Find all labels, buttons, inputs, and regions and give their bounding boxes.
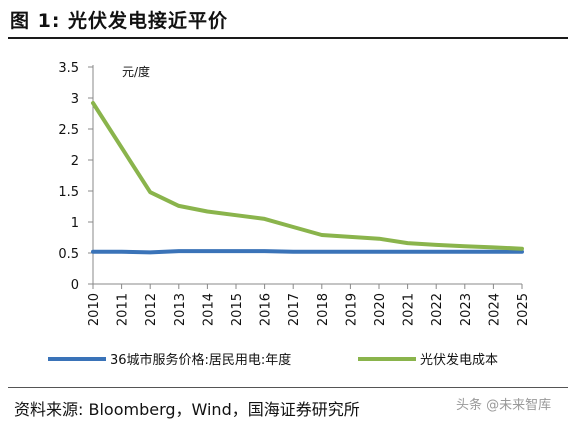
y-tick-label: 1.5 xyxy=(58,185,79,200)
chart-legend: 36城市服务价格:居民用电:年度 光伏发电成本 xyxy=(48,352,498,368)
watermark: 头条 @未来智库 xyxy=(456,398,552,413)
x-tick-label: 2024 xyxy=(487,293,502,326)
title-rule xyxy=(8,37,568,39)
x-tick-label: 2021 xyxy=(402,293,417,326)
line-chart: 00.511.522.533.5 2010 2011 2012 2013 2014 201… xyxy=(48,61,531,368)
x-tick-label: 2015 xyxy=(230,293,245,326)
y-tick-label: 2 xyxy=(71,154,79,169)
x-tick-label: 2014 xyxy=(201,293,216,326)
legend-label-2: 光伏发电成本 xyxy=(420,352,498,368)
series-line-2 xyxy=(91,101,524,251)
y-tick-label: 3.5 xyxy=(58,61,79,76)
title-bar: 图 1: 光伏发电接近平价 xyxy=(10,2,568,36)
x-tick-label: 2010 xyxy=(87,293,102,326)
x-tick-label: 2023 xyxy=(459,293,474,326)
x-tick-label: 2022 xyxy=(430,293,445,326)
x-tick-label: 2011 xyxy=(116,293,131,326)
series-line-1 xyxy=(91,249,524,255)
x-axis-ticks: 2010 2011 2012 2013 2014 2015 2016 2017 2018 2019… xyxy=(87,284,531,326)
y-tick-label: 3 xyxy=(71,92,79,107)
source-note: 资料来源: Bloomberg，Wind，国海证券研究所 xyxy=(14,400,360,419)
chart-series xyxy=(91,101,524,255)
x-tick-label: 2012 xyxy=(144,293,159,326)
x-tick-label: 2019 xyxy=(344,293,359,326)
x-tick-label: 2020 xyxy=(373,293,388,326)
x-tick-label: 2025 xyxy=(516,293,531,326)
x-tick-label: 2017 xyxy=(287,293,302,326)
y-tick-label: 0 xyxy=(71,278,79,293)
source-rule xyxy=(8,387,568,388)
y-tick-label: 2.5 xyxy=(58,123,79,138)
y-tick-label: 0.5 xyxy=(58,247,79,262)
y-axis-unit-label: 元/度 xyxy=(122,64,150,79)
x-tick-label: 2016 xyxy=(259,293,274,326)
y-tick-label: 1 xyxy=(71,216,79,231)
legend-label-1: 36城市服务价格:居民用电:年度 xyxy=(110,352,291,368)
figure-title: 图 1: 光伏发电接近平价 xyxy=(10,10,229,32)
y-axis-ticks: 0 0.5 1 1.5 2 2.5 3 3.5 xyxy=(58,61,93,293)
x-tick-label: 2018 xyxy=(316,293,331,326)
x-tick-label: 2013 xyxy=(173,293,188,326)
